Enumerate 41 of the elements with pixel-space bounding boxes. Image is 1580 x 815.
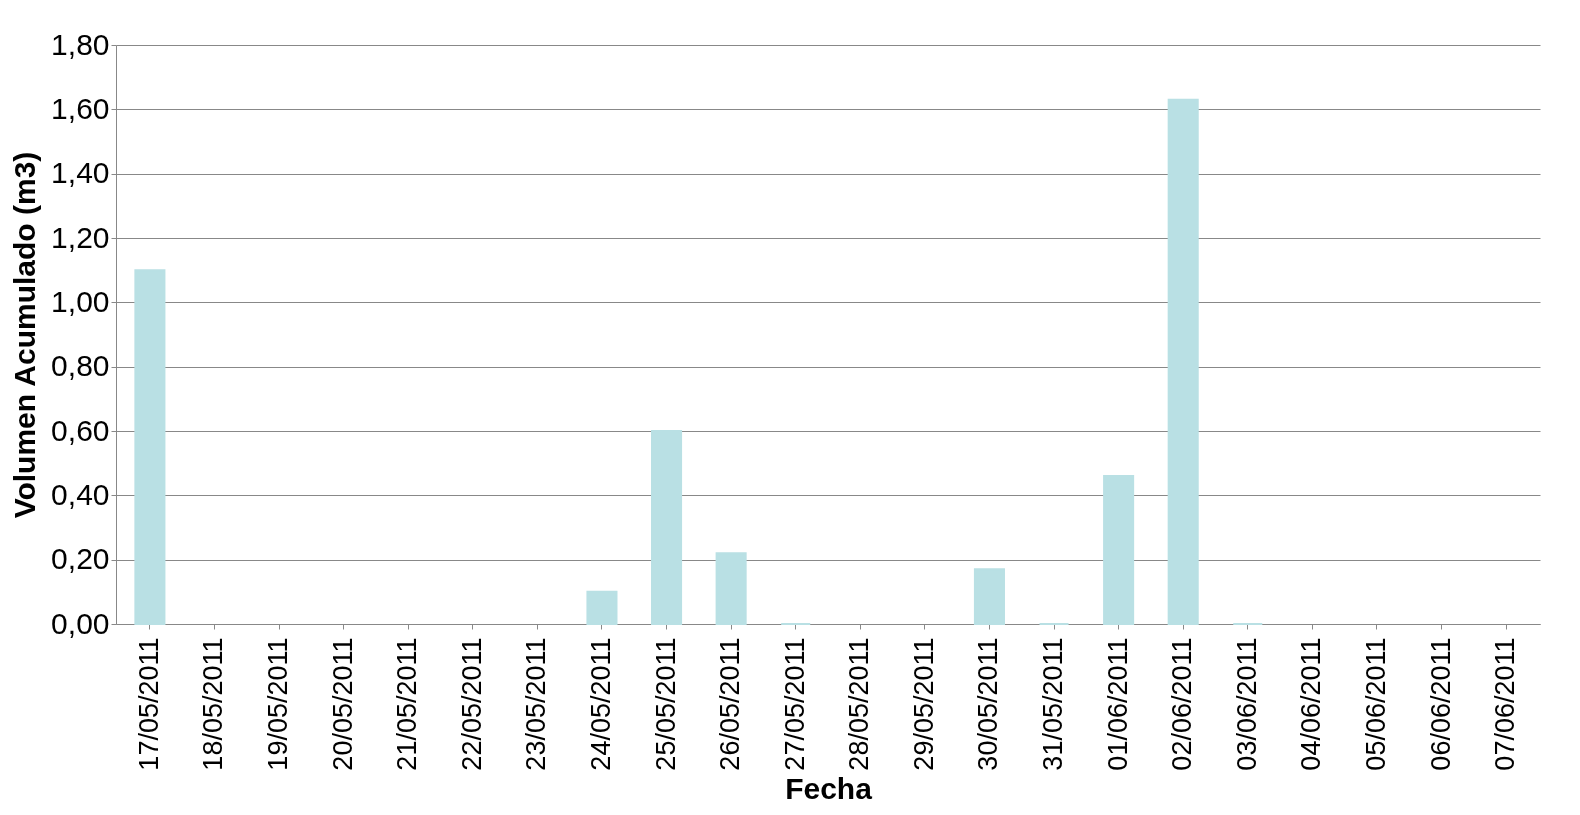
bar <box>586 590 618 625</box>
x-tick-label: 05/06/2011 <box>1360 637 1391 771</box>
x-tick-label: 04/06/2011 <box>1296 637 1327 771</box>
x-tick-label: 02/06/2011 <box>1167 637 1198 771</box>
y-tick-label: 0,40 <box>51 477 110 511</box>
x-tick-label: 20/05/2011 <box>327 637 358 771</box>
x-tick-label: 19/05/2011 <box>263 637 294 771</box>
x-tick-label: 27/05/2011 <box>779 637 810 771</box>
bar <box>1167 98 1199 625</box>
y-tick-label: 1,40 <box>51 156 110 190</box>
x-tick-label: 25/05/2011 <box>650 637 681 771</box>
x-tick-label: 23/05/2011 <box>521 637 552 771</box>
y-tick-label: 0,00 <box>51 606 110 640</box>
x-tick-label: 31/05/2011 <box>1038 637 1069 771</box>
x-tick-label: 07/06/2011 <box>1490 637 1521 771</box>
x-tick-label: 17/05/2011 <box>133 637 164 771</box>
bar <box>1103 475 1135 625</box>
x-tick-label: 29/05/2011 <box>908 637 939 771</box>
bar <box>651 430 683 625</box>
x-tick-label: 18/05/2011 <box>198 637 229 771</box>
y-axis-title: Volumen Acumulado (m3) <box>8 151 42 519</box>
y-tick-label: 0,20 <box>51 542 110 576</box>
bar <box>973 568 1005 625</box>
x-tick-label: 30/05/2011 <box>973 637 1004 771</box>
y-tick-label: 1,60 <box>51 91 110 125</box>
bar <box>715 552 747 625</box>
y-tick-label: 1,00 <box>51 284 110 318</box>
y-tick-label: 1,80 <box>51 27 110 61</box>
x-tick-label: 22/05/2011 <box>456 637 487 771</box>
x-tick-label: 03/06/2011 <box>1231 637 1262 771</box>
x-tick-label: 26/05/2011 <box>715 637 746 771</box>
x-axis-title: Fecha <box>785 771 873 805</box>
y-tick-label: 0,80 <box>51 349 110 383</box>
x-tick-label: 24/05/2011 <box>585 637 616 771</box>
x-tick-label: 01/06/2011 <box>1102 637 1133 771</box>
bar <box>134 269 166 625</box>
y-tick-label: 0,60 <box>51 413 110 447</box>
x-tick-label: 28/05/2011 <box>844 637 875 771</box>
x-tick-label: 06/06/2011 <box>1425 637 1456 771</box>
x-tick-label: 21/05/2011 <box>392 637 423 771</box>
y-tick-label: 1,20 <box>51 220 110 254</box>
